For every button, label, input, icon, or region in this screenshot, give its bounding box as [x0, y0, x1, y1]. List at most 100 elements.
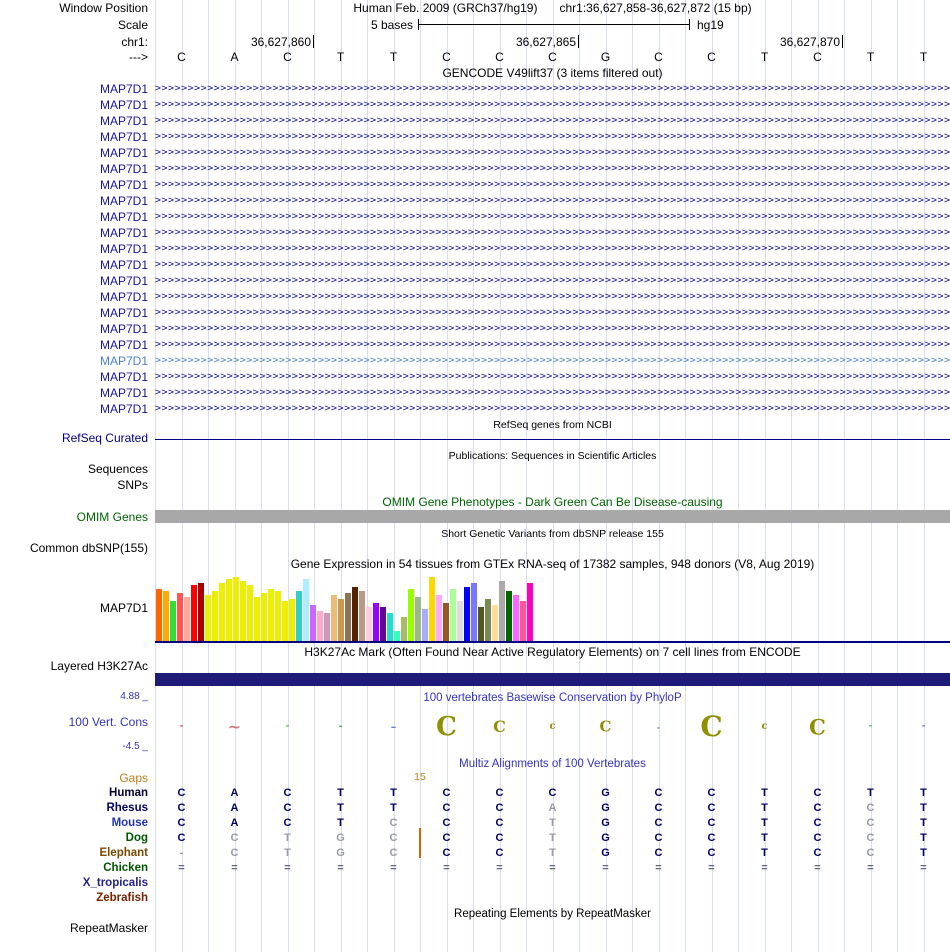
gene-arrow-line[interactable]: >>>>>>>>>>>>>>>>>>>>>>>>>>>>>>>>>>>>>>>>…	[155, 243, 950, 254]
species-label[interactable]: X_tropicalis	[82, 877, 148, 889]
gtex-bar[interactable]	[212, 591, 218, 641]
gene-label[interactable]: MAP7D1	[99, 162, 148, 176]
alignment-row[interactable]: Dog C C T G C C C T G C C T C C T	[0, 831, 950, 846]
gene-label[interactable]: MAP7D1	[99, 130, 148, 144]
gene-row[interactable]: MAP7D1 >>>>>>>>>>>>>>>>>>>>>>>>>>>>>>>>>>…	[0, 289, 950, 305]
snps-track-label[interactable]: SNPs	[117, 478, 148, 492]
gtex-bar[interactable]	[429, 577, 435, 641]
gene-label[interactable]: MAP7D1	[99, 226, 148, 240]
alignment-row[interactable]: Zebrafish	[0, 891, 950, 906]
gtex-bar[interactable]	[527, 583, 533, 641]
h3k27ac-track-label[interactable]: Layered H3K27Ac	[50, 659, 148, 673]
repeatmasker-header[interactable]: Repeating Elements by RepeatMasker	[454, 908, 651, 920]
gtex-bar[interactable]	[268, 589, 274, 641]
gtex-bar[interactable]	[219, 583, 225, 641]
gtex-bar[interactable]	[170, 601, 176, 641]
gene-arrow-line[interactable]: >>>>>>>>>>>>>>>>>>>>>>>>>>>>>>>>>>>>>>>>…	[155, 339, 950, 350]
gtex-bar[interactable]	[240, 581, 246, 641]
gene-arrow-line[interactable]: >>>>>>>>>>>>>>>>>>>>>>>>>>>>>>>>>>>>>>>>…	[155, 99, 950, 110]
gtex-bar[interactable]	[457, 601, 463, 641]
gene-row[interactable]: MAP7D1 >>>>>>>>>>>>>>>>>>>>>>>>>>>>>>>>>>…	[0, 129, 950, 145]
refseq-label[interactable]: RefSeq Curated	[61, 431, 148, 445]
gtex-bar[interactable]	[387, 613, 393, 641]
gtex-bar[interactable]	[331, 595, 337, 641]
gene-arrow-line[interactable]: >>>>>>>>>>>>>>>>>>>>>>>>>>>>>>>>>>>>>>>>…	[155, 387, 950, 398]
publications-header[interactable]: Publications: Sequences in Scientific Ar…	[448, 450, 657, 462]
omim-header[interactable]: OMIM Gene Phenotypes - Dark Green Can Be…	[382, 495, 723, 509]
species-label[interactable]: Elephant	[99, 847, 148, 859]
species-label[interactable]: Rhesus	[106, 802, 148, 814]
gene-arrow-line[interactable]: >>>>>>>>>>>>>>>>>>>>>>>>>>>>>>>>>>>>>>>>…	[155, 179, 950, 190]
gene-label[interactable]: MAP7D1	[99, 210, 148, 224]
gtex-bar[interactable]	[184, 597, 190, 641]
gene-row[interactable]: MAP7D1 >>>>>>>>>>>>>>>>>>>>>>>>>>>>>>>>>>…	[0, 321, 950, 337]
gene-row[interactable]: MAP7D1 >>>>>>>>>>>>>>>>>>>>>>>>>>>>>>>>>>…	[0, 113, 950, 129]
gtex-bar[interactable]	[394, 631, 400, 641]
gtex-header[interactable]: Gene Expression in 54 tissues from GTEx …	[290, 557, 815, 571]
gene-row[interactable]: MAP7D1 >>>>>>>>>>>>>>>>>>>>>>>>>>>>>>>>>>…	[0, 81, 950, 97]
gene-row[interactable]: MAP7D1 >>>>>>>>>>>>>>>>>>>>>>>>>>>>>>>>>>…	[0, 337, 950, 353]
gene-row[interactable]: MAP7D1 >>>>>>>>>>>>>>>>>>>>>>>>>>>>>>>>>>…	[0, 305, 950, 321]
gtex-bar[interactable]	[317, 611, 323, 641]
gtex-bar[interactable]	[408, 589, 414, 641]
gene-arrow-line[interactable]: >>>>>>>>>>>>>>>>>>>>>>>>>>>>>>>>>>>>>>>>…	[155, 323, 950, 334]
gene-label[interactable]: MAP7D1	[99, 306, 148, 320]
gene-label[interactable]: MAP7D1	[99, 98, 148, 112]
gtex-bar[interactable]	[338, 599, 344, 641]
gene-row[interactable]: MAP7D1 >>>>>>>>>>>>>>>>>>>>>>>>>>>>>>>>>>…	[0, 385, 950, 401]
gene-row[interactable]: MAP7D1 >>>>>>>>>>>>>>>>>>>>>>>>>>>>>>>>>>…	[0, 273, 950, 289]
gene-row[interactable]: MAP7D1 >>>>>>>>>>>>>>>>>>>>>>>>>>>>>>>>>>…	[0, 145, 950, 161]
species-label[interactable]: Zebrafish	[96, 892, 148, 904]
gtex-bar[interactable]	[303, 579, 309, 641]
alignment-row[interactable]: Human C A C T T C C C G C C T C T T	[0, 786, 950, 801]
gene-row[interactable]: MAP7D1 >>>>>>>>>>>>>>>>>>>>>>>>>>>>>>>>>>…	[0, 177, 950, 193]
species-label[interactable]: Mouse	[111, 817, 148, 829]
gene-label[interactable]: MAP7D1	[99, 290, 148, 304]
gene-arrow-line[interactable]: >>>>>>>>>>>>>>>>>>>>>>>>>>>>>>>>>>>>>>>>…	[155, 83, 950, 94]
gtex-gene-label[interactable]: MAP7D1	[99, 601, 148, 615]
gtex-bar-chart[interactable]	[155, 575, 950, 641]
gtex-bar[interactable]	[177, 593, 183, 641]
gene-arrow-line[interactable]: >>>>>>>>>>>>>>>>>>>>>>>>>>>>>>>>>>>>>>>>…	[155, 115, 950, 126]
refseq-gene-bar[interactable]	[155, 439, 950, 440]
gtex-bar[interactable]	[233, 577, 239, 641]
phylop-track-label[interactable]: 100 Vert. Cons	[68, 715, 148, 729]
gene-label[interactable]: MAP7D1	[99, 194, 148, 208]
gtex-bar[interactable]	[443, 603, 449, 641]
gtex-bar[interactable]	[205, 595, 211, 641]
gtex-bar[interactable]	[247, 585, 253, 641]
alignment-row[interactable]: Rhesus C A C T T C C A G C C T C C T	[0, 801, 950, 816]
gene-arrow-line[interactable]: >>>>>>>>>>>>>>>>>>>>>>>>>>>>>>>>>>>>>>>>…	[155, 259, 950, 270]
gene-label[interactable]: MAP7D1	[99, 178, 148, 192]
gtex-bar[interactable]	[450, 589, 456, 641]
gtex-bar[interactable]	[254, 597, 260, 641]
gene-arrow-line[interactable]: >>>>>>>>>>>>>>>>>>>>>>>>>>>>>>>>>>>>>>>>…	[155, 307, 950, 318]
gene-arrow-line[interactable]: >>>>>>>>>>>>>>>>>>>>>>>>>>>>>>>>>>>>>>>>…	[155, 131, 950, 142]
gtex-bar[interactable]	[198, 583, 204, 641]
gene-row[interactable]: MAP7D1 >>>>>>>>>>>>>>>>>>>>>>>>>>>>>>>>>>…	[0, 225, 950, 241]
omim-gene-bar[interactable]	[155, 510, 950, 523]
gene-label[interactable]: MAP7D1	[99, 274, 148, 288]
gene-row[interactable]: MAP7D1 >>>>>>>>>>>>>>>>>>>>>>>>>>>>>>>>>>…	[0, 161, 950, 177]
gene-arrow-line[interactable]: >>>>>>>>>>>>>>>>>>>>>>>>>>>>>>>>>>>>>>>>…	[155, 291, 950, 302]
gtex-bar[interactable]	[373, 603, 379, 641]
gtex-bar[interactable]	[289, 599, 295, 641]
gene-label[interactable]: MAP7D1	[99, 146, 148, 160]
gtex-bar[interactable]	[464, 587, 470, 641]
gtex-bar[interactable]	[191, 585, 197, 641]
gene-arrow-line[interactable]: >>>>>>>>>>>>>>>>>>>>>>>>>>>>>>>>>>>>>>>>…	[155, 403, 950, 414]
gtex-bar[interactable]	[275, 591, 281, 641]
gene-row[interactable]: MAP7D1 >>>>>>>>>>>>>>>>>>>>>>>>>>>>>>>>>>…	[0, 241, 950, 257]
dbsnp-header[interactable]: Short Genetic Variants from dbSNP releas…	[441, 528, 664, 540]
gtex-bar[interactable]	[345, 593, 351, 641]
gtex-bar[interactable]	[478, 607, 484, 641]
gene-row[interactable]: MAP7D1 >>>>>>>>>>>>>>>>>>>>>>>>>>>>>>>>>>…	[0, 97, 950, 113]
gtex-bar[interactable]	[296, 591, 302, 641]
gene-row[interactable]: MAP7D1 >>>>>>>>>>>>>>>>>>>>>>>>>>>>>>>>>>…	[0, 401, 950, 417]
species-label[interactable]: Chicken	[103, 862, 148, 874]
gene-label[interactable]: MAP7D1	[99, 82, 148, 96]
alignment-row[interactable]: Mouse C A C T C C C T G C C T C C T	[0, 816, 950, 831]
phylop-header[interactable]: 100 vertebrates Basewise Conservation by…	[423, 692, 682, 704]
gtex-bar[interactable]	[415, 597, 421, 641]
